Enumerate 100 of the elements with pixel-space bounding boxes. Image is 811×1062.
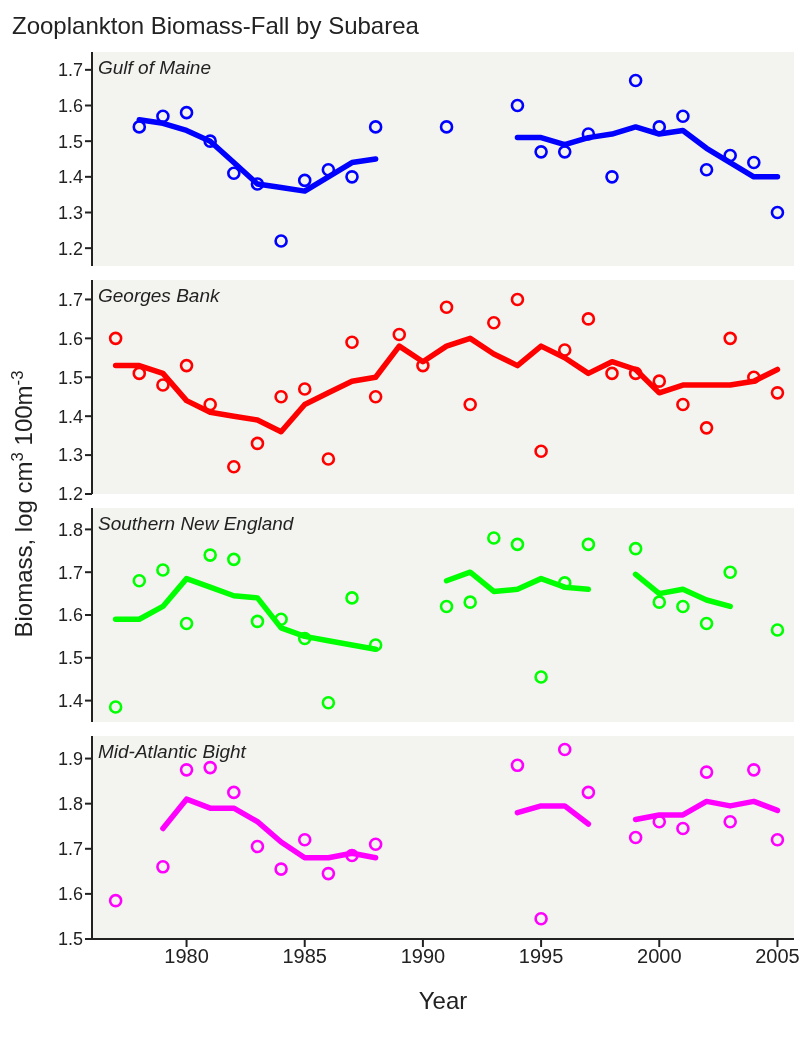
point — [676, 397, 690, 412]
point — [156, 378, 170, 392]
point — [747, 155, 761, 170]
point — [510, 98, 525, 113]
x-tick-label: 1985 — [282, 945, 327, 968]
point — [463, 397, 477, 412]
y-tick-label: 1.3 — [57, 445, 83, 466]
point — [297, 173, 312, 188]
point — [676, 109, 690, 123]
point — [297, 631, 312, 646]
chart-subtitle: Southern New England — [98, 513, 295, 534]
y-tick-label: 1.8 — [57, 519, 83, 540]
x-tick-label: 2000 — [637, 945, 682, 968]
point — [368, 837, 383, 852]
x-tick-label: 1995 — [518, 945, 564, 968]
point — [250, 177, 265, 191]
point — [652, 595, 667, 609]
point — [416, 358, 430, 373]
point — [156, 563, 170, 577]
point — [250, 436, 265, 451]
point — [534, 145, 548, 159]
x-tick-label: 1990 — [400, 945, 446, 968]
point — [581, 785, 596, 800]
point — [770, 623, 785, 637]
point — [676, 599, 690, 614]
point — [557, 145, 572, 159]
point — [156, 860, 170, 874]
point — [770, 386, 785, 400]
point — [557, 343, 572, 357]
point — [581, 537, 596, 552]
point — [368, 120, 383, 134]
point — [628, 830, 643, 845]
point — [297, 382, 312, 396]
y-tick-label: 1.5 — [57, 929, 83, 950]
point — [747, 763, 761, 777]
point — [534, 911, 548, 926]
y-tick-label: 1.8 — [57, 794, 83, 815]
point — [699, 616, 714, 631]
point — [250, 839, 265, 854]
point — [605, 170, 619, 184]
point — [321, 452, 336, 466]
point — [345, 591, 359, 605]
point — [345, 335, 359, 350]
point — [747, 370, 761, 385]
point — [203, 397, 217, 412]
point — [463, 595, 477, 609]
point — [179, 105, 194, 120]
point — [250, 614, 265, 629]
point — [534, 670, 548, 684]
x-tick-label: 1980 — [164, 945, 209, 968]
y-tick-label: 1.5 — [57, 131, 83, 152]
y-tick-label: 1.2 — [57, 238, 83, 259]
point — [699, 162, 714, 177]
point — [439, 120, 454, 134]
y-tick-label: 1.4 — [57, 690, 83, 711]
point — [156, 109, 170, 123]
point — [108, 331, 123, 346]
point — [132, 120, 147, 134]
chart-subtitle: Mid-Atlantic Bight — [98, 741, 247, 762]
point — [179, 763, 194, 777]
y-tick-label: 1.4 — [57, 167, 83, 188]
y-tick-label: 1.7 — [57, 60, 83, 81]
point — [557, 742, 572, 757]
x-tick-label: 2005 — [755, 945, 800, 968]
point — [179, 358, 194, 373]
point — [274, 862, 288, 876]
y-tick-label: 1.5 — [57, 367, 83, 388]
point — [487, 531, 501, 545]
point — [321, 866, 336, 881]
point — [392, 327, 407, 342]
y-tick-label: 1.5 — [57, 648, 83, 669]
point — [227, 785, 241, 800]
y-tick-label: 1.4 — [57, 406, 83, 427]
y-tick-label: 1.7 — [57, 562, 83, 583]
y-tick-label: 1.2 — [57, 484, 83, 505]
point — [534, 444, 548, 458]
y-tick-label: 1.9 — [57, 748, 83, 769]
point — [132, 573, 147, 588]
point — [227, 166, 241, 181]
point — [108, 700, 123, 714]
point — [297, 832, 312, 847]
y-tick-label: 1.6 — [57, 605, 83, 626]
point — [179, 616, 194, 631]
point — [770, 832, 785, 847]
point — [368, 638, 383, 652]
point — [203, 548, 217, 562]
point — [628, 366, 643, 381]
point — [132, 366, 147, 381]
point — [345, 848, 359, 863]
point — [227, 552, 241, 567]
chart-title: Zooplankton Biomass-Fall by Subarea — [11, 11, 420, 41]
y-tick-label: 1.6 — [57, 884, 83, 905]
x-axis-title: Year — [418, 987, 468, 1014]
point — [652, 374, 667, 388]
point — [108, 893, 123, 908]
point — [439, 300, 454, 315]
point — [321, 162, 336, 177]
point — [723, 331, 737, 346]
point — [723, 814, 737, 829]
point — [274, 389, 288, 404]
